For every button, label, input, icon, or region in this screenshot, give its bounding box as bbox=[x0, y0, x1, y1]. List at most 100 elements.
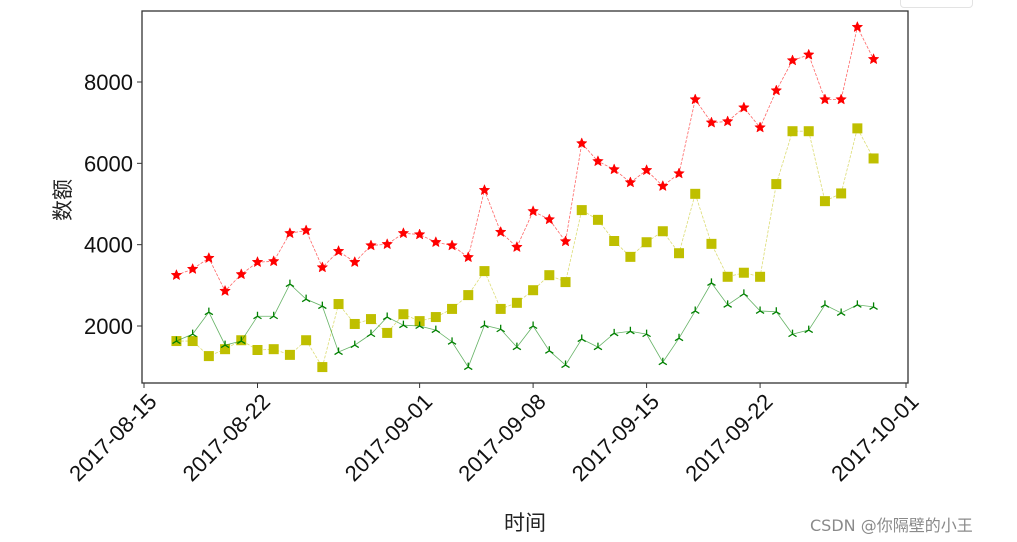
data-point-marker bbox=[707, 278, 716, 286]
data-point-marker bbox=[867, 53, 880, 65]
data-point-marker bbox=[414, 316, 425, 327]
data-point-marker bbox=[738, 101, 750, 113]
data-point-marker bbox=[429, 236, 442, 248]
data-point-marker bbox=[430, 312, 441, 323]
data-point-marker bbox=[397, 227, 410, 239]
data-point-marker bbox=[399, 320, 408, 329]
data-point-marker bbox=[187, 336, 198, 347]
data-point-marker bbox=[819, 93, 831, 105]
data-point-marker bbox=[284, 349, 295, 360]
data-point-marker bbox=[544, 346, 554, 354]
data-point-marker bbox=[755, 271, 766, 282]
data-point-marker bbox=[220, 344, 231, 355]
data-point-marker bbox=[348, 255, 361, 268]
data-point-marker bbox=[447, 337, 457, 345]
x-tick-label: 2017-08-22 bbox=[178, 389, 275, 486]
data-point-marker bbox=[382, 312, 392, 321]
data-point-marker bbox=[268, 344, 279, 355]
data-point-marker bbox=[706, 238, 717, 249]
data-point-marker bbox=[220, 340, 230, 349]
x-tick-label: 2017-09-01 bbox=[340, 389, 437, 486]
data-point-marker bbox=[787, 126, 798, 137]
data-point-marker bbox=[820, 300, 830, 308]
data-point-marker bbox=[365, 239, 377, 251]
data-point-marker bbox=[512, 342, 522, 351]
data-point-marker bbox=[788, 329, 797, 338]
data-point-marker bbox=[674, 248, 685, 259]
data-point-marker bbox=[739, 289, 749, 297]
data-point-marker bbox=[413, 228, 426, 240]
data-point-marker bbox=[690, 306, 700, 315]
data-point-marker bbox=[316, 261, 329, 273]
data-point-marker bbox=[853, 300, 862, 308]
data-point-marker bbox=[560, 277, 571, 288]
data-point-marker bbox=[350, 340, 360, 349]
data-point-marker bbox=[381, 238, 394, 250]
data-point-marker bbox=[543, 213, 556, 225]
data-point-marker bbox=[494, 225, 507, 238]
data-point-marker bbox=[300, 224, 312, 236]
data-point-marker bbox=[608, 163, 621, 175]
data-point-marker bbox=[592, 155, 604, 167]
data-point-marker bbox=[689, 93, 702, 105]
data-point-marker bbox=[771, 179, 782, 190]
watermark: CSDN @你隔壁的小王 bbox=[810, 516, 973, 535]
data-point-marker bbox=[415, 321, 424, 330]
data-point-marker bbox=[738, 267, 749, 278]
y-tick-label: 4000 bbox=[84, 233, 133, 258]
y-axis-label: 数额 bbox=[51, 179, 75, 221]
data-point-marker bbox=[285, 279, 295, 288]
data-point-marker bbox=[365, 314, 376, 325]
data-point-marker bbox=[301, 335, 312, 346]
yellow-square-series bbox=[171, 123, 879, 373]
data-point-marker bbox=[575, 137, 588, 149]
x-tick-label: 2017-08-15 bbox=[64, 389, 161, 486]
y-tick-label: 6000 bbox=[84, 151, 133, 176]
data-point-marker bbox=[251, 255, 264, 268]
data-point-marker bbox=[496, 324, 506, 333]
data-point-marker bbox=[656, 179, 669, 192]
data-point-marker bbox=[544, 270, 555, 281]
data-point-marker bbox=[577, 334, 587, 343]
data-point-marker bbox=[332, 245, 345, 257]
data-point-marker bbox=[658, 357, 668, 366]
x-tick-label: 2017-10-01 bbox=[826, 389, 923, 486]
data-point-marker bbox=[624, 176, 637, 188]
data-point-marker bbox=[478, 184, 491, 196]
data-point-marker bbox=[705, 116, 718, 128]
data-point-marker bbox=[690, 188, 701, 199]
data-point-marker bbox=[835, 93, 847, 105]
data-point-marker bbox=[673, 167, 685, 179]
data-point-marker bbox=[463, 290, 474, 301]
data-point-marker bbox=[446, 239, 458, 251]
data-point-marker bbox=[851, 20, 864, 33]
data-point-marker bbox=[640, 164, 653, 176]
green-triangle-series bbox=[172, 278, 878, 371]
data-point-marker bbox=[267, 255, 280, 267]
data-point-marker bbox=[722, 271, 733, 282]
data-point-marker bbox=[852, 123, 863, 134]
data-point-marker bbox=[576, 205, 587, 216]
data-point-marker bbox=[771, 307, 781, 315]
data-point-marker bbox=[528, 321, 538, 330]
y-tick-label: 8000 bbox=[84, 70, 133, 95]
corner-button-placeholder bbox=[900, 0, 973, 8]
data-point-marker bbox=[642, 329, 651, 338]
data-point-marker bbox=[235, 268, 248, 280]
data-point-marker bbox=[511, 240, 523, 253]
data-point-marker bbox=[592, 214, 603, 225]
data-point-marker bbox=[284, 227, 296, 239]
x-tick-label: 2017-09-08 bbox=[453, 389, 550, 486]
data-point-marker bbox=[786, 54, 799, 66]
x-axis-ticks: 2017-08-15 2017-08-22 2017-09-01 2017-09-08… bbox=[64, 383, 924, 486]
data-point-marker bbox=[609, 236, 620, 247]
data-point-marker bbox=[479, 266, 490, 277]
data-point-marker bbox=[819, 196, 830, 207]
plot-area bbox=[141, 10, 909, 384]
data-point-marker bbox=[480, 320, 489, 329]
data-point-marker bbox=[463, 362, 473, 371]
data-point-marker bbox=[869, 302, 878, 310]
x-tick-label: 2017-09-15 bbox=[567, 389, 664, 486]
data-point-marker bbox=[609, 328, 619, 337]
data-point-marker bbox=[527, 205, 539, 217]
